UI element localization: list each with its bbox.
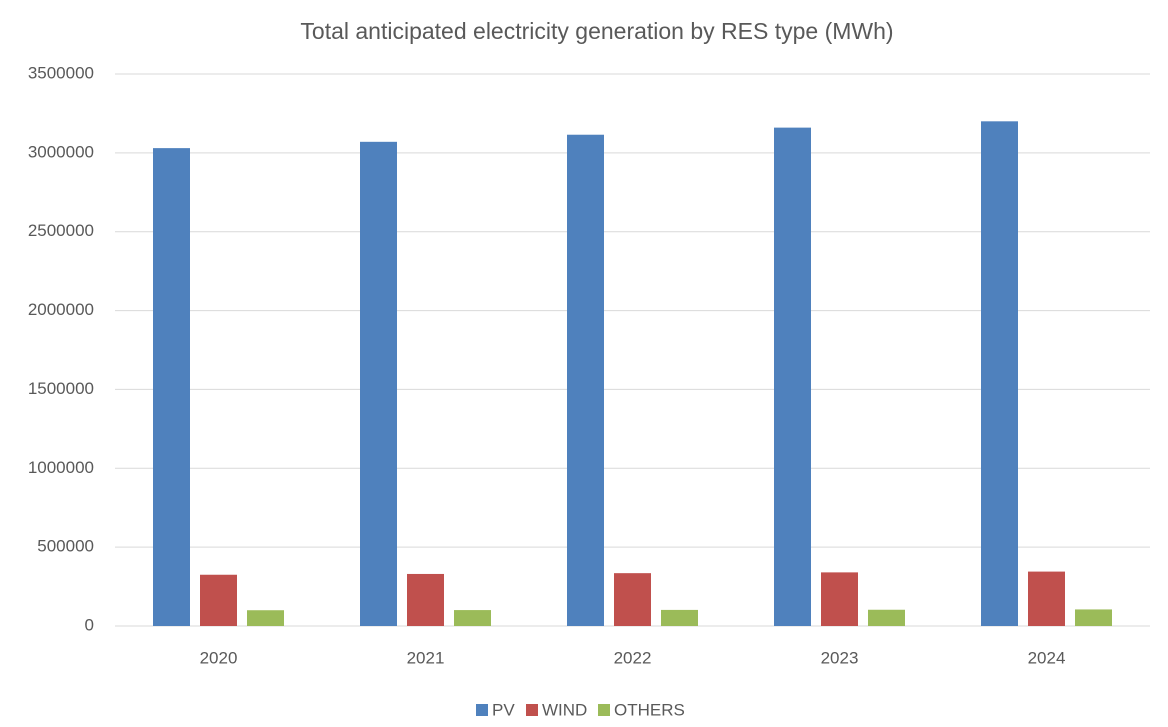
bar (614, 573, 651, 626)
y-tick-label: 1500000 (28, 379, 94, 398)
legend-label: OTHERS (614, 700, 685, 719)
legend-swatch (598, 704, 610, 716)
y-tick-label: 3000000 (28, 142, 94, 161)
chart-title: Total anticipated electricity generation… (300, 18, 893, 44)
bar (567, 134, 604, 626)
x-tick-label: 2020 (200, 648, 238, 667)
bar (200, 574, 237, 626)
y-tick-label: 500000 (37, 537, 94, 556)
legend-label: WIND (542, 700, 587, 719)
bar (868, 609, 905, 626)
bar (981, 121, 1018, 627)
bar (661, 609, 698, 626)
bar (247, 610, 284, 626)
y-tick-label: 2000000 (28, 300, 94, 319)
bar (774, 127, 811, 626)
bar (454, 610, 491, 626)
x-tick-label: 2022 (614, 648, 652, 667)
bar (1028, 571, 1065, 626)
y-tick-label: 1000000 (28, 458, 94, 477)
y-tick-label: 3500000 (28, 63, 94, 82)
y-tick-label: 0 (85, 615, 94, 634)
y-tick-label: 2500000 (28, 221, 94, 240)
x-tick-label: 2021 (407, 648, 445, 667)
x-tick-label: 2024 (1028, 648, 1066, 667)
x-tick-label: 2023 (821, 648, 859, 667)
bar (360, 141, 397, 626)
bar (821, 572, 858, 626)
legend-swatch (526, 704, 538, 716)
bar (153, 148, 190, 626)
bar (407, 573, 444, 626)
legend-label: PV (492, 700, 515, 719)
legend-swatch (476, 704, 488, 716)
bar (1075, 609, 1112, 626)
